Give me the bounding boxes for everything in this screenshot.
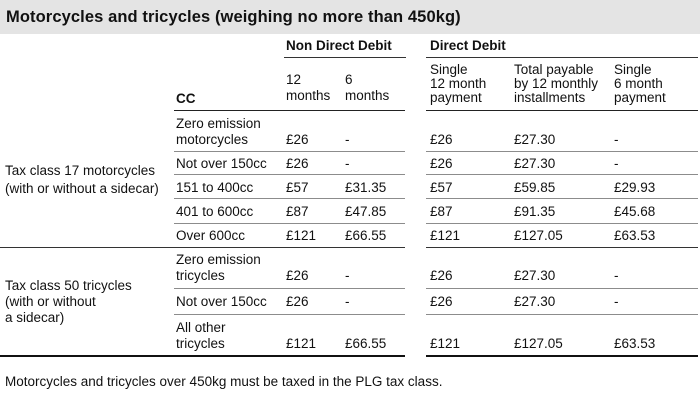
cell-dd12: £26 <box>430 268 453 283</box>
cell-total: £27.30 <box>514 132 556 147</box>
cell-dd6: - <box>614 268 619 283</box>
row-divider <box>426 174 698 175</box>
title-bar: Motorcycles and tricycles (weighing no m… <box>0 0 700 34</box>
column-header-dd-single6-line2: 6 month <box>614 76 663 91</box>
column-header-dd-single6-line3: payment <box>614 90 666 105</box>
group-header-direct-debit: Direct Debit <box>430 38 506 53</box>
cell-dd12: £121 <box>430 228 461 243</box>
table-row-all-other-tricycles-cc-line2: tricycles <box>176 336 225 351</box>
cell-dd6: - <box>614 132 619 147</box>
header-rule-right <box>426 110 698 111</box>
cell-nd12: £87 <box>286 204 309 219</box>
table-row-zero-emission-motorcycles-cc-line2: motorcycles <box>176 132 249 147</box>
cell-total: £27.30 <box>514 294 556 309</box>
column-header-dd-single12-line2: 12 month <box>430 76 487 91</box>
row-divider <box>426 223 698 224</box>
cell-total: £27.30 <box>514 268 556 283</box>
table-row-not-over-150cc-tricycles-cc: Not over 150cc <box>176 294 267 309</box>
table-row-151-to-400cc-cc: 151 to 400cc <box>176 180 254 195</box>
cell-total: £91.35 <box>514 204 556 219</box>
column-header-dd-total-line3: installments <box>514 90 586 105</box>
row-divider <box>174 288 405 289</box>
column-header-nd-6-line1: 6 <box>345 72 353 87</box>
column-header-dd-single6-line1: Single <box>614 62 652 77</box>
column-header-dd-total-line1: Total payable <box>514 62 594 77</box>
table-bottom-rule-right <box>426 355 698 357</box>
row-divider <box>426 314 698 315</box>
cell-dd12: £26 <box>430 156 453 171</box>
cell-dd12: £26 <box>430 132 453 147</box>
row-divider <box>426 288 698 289</box>
cell-nd6: £47.85 <box>345 204 387 219</box>
cell-total: £59.85 <box>514 180 556 195</box>
row-divider <box>174 223 405 224</box>
section-label-class17-line1: Tax class 17 motorcycles <box>5 163 156 178</box>
section-label-class50-line2: (with or without <box>5 294 96 309</box>
cell-dd12: £26 <box>430 294 453 309</box>
row-divider <box>174 198 405 199</box>
section-label-class50-line1: Tax class 50 tricycles <box>5 278 132 293</box>
row-divider <box>174 174 405 175</box>
cell-dd6: - <box>614 156 619 171</box>
section-divider <box>0 247 405 248</box>
column-header-dd-single12-line1: Single <box>430 62 468 77</box>
column-header-dd-single12-line3: payment <box>430 90 482 105</box>
cell-nd6: - <box>345 294 350 309</box>
header-rule-left <box>174 110 405 111</box>
cell-nd6: - <box>345 268 350 283</box>
column-header-nd-6-line2: months <box>345 88 390 103</box>
group-underline-non-direct-debit <box>284 57 406 58</box>
column-header-dd-total-line2: by 12 monthly <box>514 76 599 91</box>
row-divider <box>426 151 698 152</box>
cell-dd6: £45.68 <box>614 204 656 219</box>
table-row-401-to-600cc-cc: 401 to 600cc <box>176 204 254 219</box>
cell-nd12: £121 <box>286 336 317 351</box>
section-label-class50-line3: a sidecar) <box>5 310 65 325</box>
section-divider <box>426 247 698 248</box>
table-row-zero-emission-tricycles-cc-line2: tricycles <box>176 268 225 283</box>
cell-nd12: £57 <box>286 180 309 195</box>
cell-dd12: £87 <box>430 204 453 219</box>
cell-dd6: £63.53 <box>614 228 656 243</box>
cell-dd6: - <box>614 294 619 309</box>
table-row-all-other-tricycles-cc-line1: All other <box>176 320 226 335</box>
table-row-zero-emission-motorcycles-cc-line1: Zero emission <box>176 116 261 131</box>
cell-nd12: £26 <box>286 132 309 147</box>
cell-nd6: - <box>345 156 350 171</box>
cell-nd6: £66.55 <box>345 228 387 243</box>
cell-nd12: £26 <box>286 268 309 283</box>
table-row-not-over-150cc-cc: Not over 150cc <box>176 156 267 171</box>
cell-nd6: £66.55 <box>345 336 387 351</box>
footnote: Motorcycles and tricycles over 450kg mus… <box>5 374 443 389</box>
column-header-cc: CC <box>176 91 196 106</box>
table-row-zero-emission-tricycles-cc-line1: Zero emission <box>176 252 261 267</box>
cell-nd12: £26 <box>286 156 309 171</box>
row-divider <box>174 314 405 315</box>
section-label-class17-line2: (with or without a sidecar) <box>5 181 159 196</box>
group-underline-direct-debit <box>426 57 698 58</box>
column-header-nd-12-line1: 12 <box>286 72 302 87</box>
table-row-over-600cc-cc: Over 600cc <box>176 228 246 243</box>
column-header-nd-12-line2: months <box>286 88 331 103</box>
cell-nd6: - <box>345 132 350 147</box>
cell-dd12: £121 <box>430 336 461 351</box>
cell-nd12: £26 <box>286 294 309 309</box>
table-title: Motorcycles and tricycles (weighing no m… <box>6 8 461 26</box>
table-bottom-rule-left <box>0 355 405 357</box>
row-divider <box>426 198 698 199</box>
row-divider <box>174 151 405 152</box>
cell-total: £127.05 <box>514 228 563 243</box>
cell-dd12: £57 <box>430 180 453 195</box>
cell-nd12: £121 <box>286 228 317 243</box>
cell-dd6: £29.93 <box>614 180 656 195</box>
group-header-non-direct-debit: Non Direct Debit <box>286 38 392 53</box>
cell-total: £127.05 <box>514 336 563 351</box>
cell-dd6: £63.53 <box>614 336 656 351</box>
cell-total: £27.30 <box>514 156 556 171</box>
cell-nd6: £31.35 <box>345 180 387 195</box>
